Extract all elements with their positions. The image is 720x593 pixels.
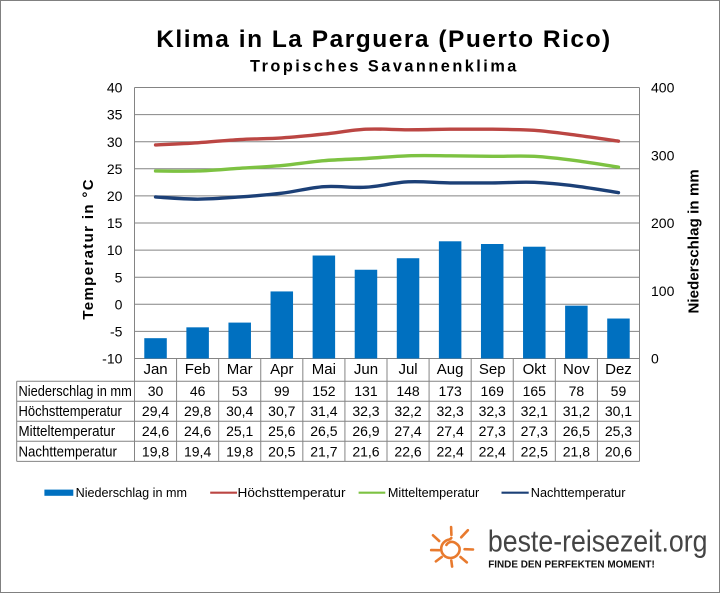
svg-text:Nachttemperatur: Nachttemperatur — [19, 444, 118, 460]
svg-text:100: 100 — [651, 283, 675, 299]
svg-text:21,6: 21,6 — [352, 443, 379, 459]
svg-text:22,5: 22,5 — [521, 443, 548, 459]
svg-text:152: 152 — [312, 383, 336, 399]
svg-text:Dez: Dez — [605, 361, 632, 378]
svg-text:30: 30 — [148, 383, 164, 399]
svg-text:35: 35 — [107, 107, 123, 123]
svg-text:0: 0 — [115, 296, 123, 312]
svg-text:22,6: 22,6 — [394, 443, 421, 459]
svg-text:beste-reisezeit.org: beste-reisezeit.org — [488, 524, 708, 559]
svg-text:0: 0 — [651, 351, 659, 367]
svg-text:29,8: 29,8 — [184, 403, 211, 419]
svg-text:Jan: Jan — [143, 361, 167, 378]
svg-text:Sep: Sep — [479, 361, 506, 378]
svg-text:27,4: 27,4 — [436, 423, 463, 439]
svg-text:59: 59 — [611, 383, 627, 399]
svg-text:FINDE DEN PERFEKTEN MOMENT!: FINDE DEN PERFEKTEN MOMENT! — [488, 559, 655, 571]
svg-text:Mar: Mar — [227, 361, 253, 378]
svg-text:5: 5 — [115, 269, 123, 285]
svg-text:22,4: 22,4 — [479, 443, 506, 459]
svg-text:Nachttemperatur: Nachttemperatur — [531, 485, 626, 500]
svg-text:99: 99 — [274, 383, 290, 399]
svg-text:Jun: Jun — [354, 361, 378, 378]
svg-text:20: 20 — [107, 188, 123, 204]
svg-text:31,4: 31,4 — [310, 403, 337, 419]
svg-text:32,3: 32,3 — [479, 403, 506, 419]
svg-text:Höchsttemperatur: Höchsttemperatur — [238, 485, 347, 500]
svg-text:25,3: 25,3 — [605, 423, 632, 439]
svg-text:Klima in La Parguera (Puerto R: Klima in La Parguera (Puerto Rico) — [156, 26, 610, 53]
svg-text:25,6: 25,6 — [268, 423, 295, 439]
svg-text:10: 10 — [107, 242, 123, 258]
svg-text:40: 40 — [107, 80, 123, 96]
svg-text:19,8: 19,8 — [142, 443, 169, 459]
svg-text:Mai: Mai — [312, 361, 336, 378]
svg-text:Jul: Jul — [398, 361, 417, 378]
svg-text:30: 30 — [107, 134, 123, 150]
svg-text:46: 46 — [190, 383, 206, 399]
svg-text:78: 78 — [569, 383, 585, 399]
svg-text:25,1: 25,1 — [226, 423, 253, 439]
svg-text:29,4: 29,4 — [142, 403, 169, 419]
svg-text:Temperatur in °C: Temperatur in °C — [80, 179, 97, 319]
svg-text:27,4: 27,4 — [394, 423, 421, 439]
svg-text:Niederschlag in mm: Niederschlag in mm — [685, 169, 702, 313]
svg-text:148: 148 — [396, 383, 420, 399]
svg-text:27,3: 27,3 — [479, 423, 506, 439]
svg-text:200: 200 — [651, 215, 675, 231]
svg-text:-10: -10 — [102, 351, 122, 367]
svg-text:24,6: 24,6 — [142, 423, 169, 439]
svg-text:Nov: Nov — [563, 361, 590, 378]
svg-text:20,6: 20,6 — [605, 443, 632, 459]
svg-text:-5: -5 — [110, 324, 123, 340]
svg-text:Tropisches Savannenklima: Tropisches Savannenklima — [250, 58, 517, 76]
svg-text:Niederschlag in mm: Niederschlag in mm — [19, 384, 132, 400]
svg-text:31,2: 31,2 — [563, 403, 590, 419]
svg-text:21,7: 21,7 — [310, 443, 337, 459]
svg-text:30,7: 30,7 — [268, 403, 295, 419]
svg-text:300: 300 — [651, 147, 675, 163]
svg-text:15: 15 — [107, 215, 123, 231]
svg-text:131: 131 — [354, 383, 378, 399]
svg-text:Mitteltemperatur: Mitteltemperatur — [19, 424, 116, 440]
svg-text:Okt: Okt — [523, 361, 547, 378]
svg-text:21,8: 21,8 — [563, 443, 590, 459]
svg-text:22,4: 22,4 — [436, 443, 463, 459]
svg-text:27,3: 27,3 — [521, 423, 548, 439]
svg-text:Mitteltemperatur: Mitteltemperatur — [388, 485, 480, 500]
svg-text:32,2: 32,2 — [394, 403, 421, 419]
svg-text:53: 53 — [232, 383, 248, 399]
svg-text:165: 165 — [523, 383, 547, 399]
svg-text:30,1: 30,1 — [605, 403, 632, 419]
svg-text:26,9: 26,9 — [352, 423, 379, 439]
svg-text:32,3: 32,3 — [352, 403, 379, 419]
svg-text:26,5: 26,5 — [310, 423, 337, 439]
svg-text:173: 173 — [438, 383, 462, 399]
svg-text:30,4: 30,4 — [226, 403, 253, 419]
svg-text:Höchsttemperatur: Höchsttemperatur — [19, 404, 123, 420]
svg-text:19,8: 19,8 — [226, 443, 253, 459]
svg-text:26,5: 26,5 — [563, 423, 590, 439]
svg-text:25: 25 — [107, 161, 123, 177]
svg-text:19,4: 19,4 — [184, 443, 211, 459]
svg-text:Apr: Apr — [270, 361, 293, 378]
svg-text:24,6: 24,6 — [184, 423, 211, 439]
svg-text:169: 169 — [481, 383, 505, 399]
svg-text:400: 400 — [651, 80, 675, 96]
svg-text:Feb: Feb — [185, 361, 211, 378]
svg-text:32,3: 32,3 — [436, 403, 463, 419]
svg-text:Niederschlag in mm: Niederschlag in mm — [76, 485, 187, 500]
svg-text:32,1: 32,1 — [521, 403, 548, 419]
svg-text:20,5: 20,5 — [268, 443, 295, 459]
svg-text:Aug: Aug — [437, 361, 464, 378]
